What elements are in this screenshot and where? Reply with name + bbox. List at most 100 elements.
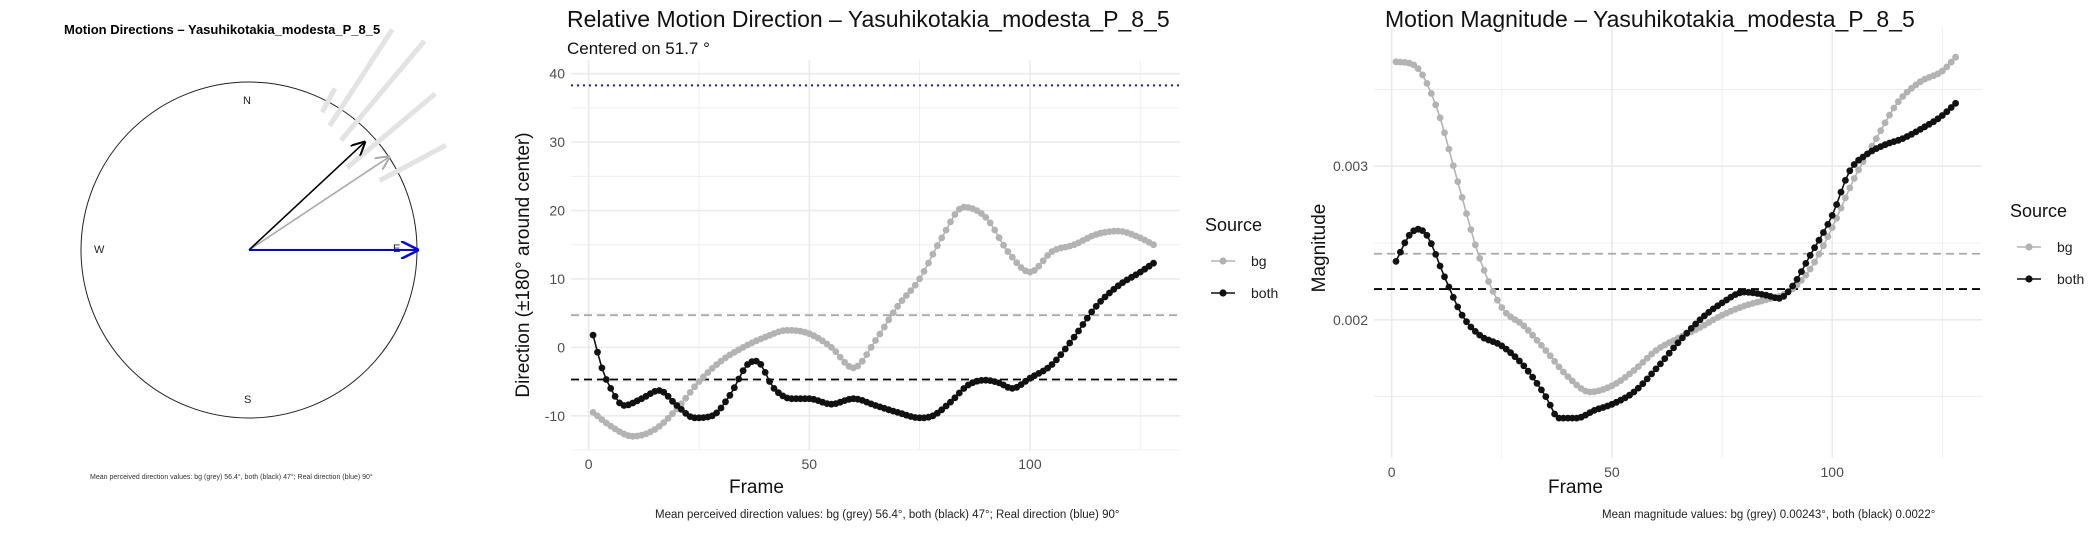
direction-series-bg-point (867, 343, 875, 351)
direction-series-bg-point (863, 351, 871, 358)
direction-chart-title: Relative Motion Direction – Yasuhikotaki… (567, 6, 1170, 32)
direction-x-tick-label: 100 (1018, 456, 1042, 472)
direction-x-axis-title: Frame (729, 477, 784, 498)
magnitude-series-bg-point (1806, 265, 1814, 273)
direction-series-both-point (757, 361, 765, 368)
magnitude-series-bg-point (1855, 166, 1862, 174)
magnitude-series-both-point (1938, 112, 1946, 119)
direction-series-bg-point (695, 378, 703, 385)
direction-series-bg-point (1035, 262, 1043, 270)
magnitude-series-both-point (1445, 283, 1453, 291)
magnitude-x-axis-title: Frame (1548, 477, 1603, 498)
magnitude-legend-title: Source (2010, 201, 2068, 221)
magnitude-series-bg-point (1890, 104, 1898, 112)
magnitude-chart: 0 50 100 0.002 0.003 (1333, 28, 2041, 480)
direction-series-both-point (938, 406, 946, 414)
direction-chart: 0 50 100 -10 0 10 20 30 40 (545, 60, 1235, 472)
magnitude-series-bg-point (1634, 363, 1642, 370)
magnitude-series-both-point (1454, 303, 1462, 311)
direction-series-both-point (722, 398, 729, 406)
magnitude-series-bg-point (1842, 194, 1849, 202)
magnitude-series-both-point (1850, 161, 1858, 168)
direction-series-bg-point (938, 234, 946, 242)
direction-series-both-point (607, 385, 615, 392)
direction-series-bg-point (951, 211, 959, 218)
direction-series-bg-point (933, 242, 941, 250)
direction-series-bg-point (885, 316, 893, 324)
magnitude-x-tick-label: 0 (1388, 464, 1396, 480)
magnitude-series-bg-point (1899, 93, 1907, 100)
magnitude-series-bg-point (1630, 367, 1638, 374)
direction-x-tick-label: 50 (802, 456, 818, 472)
direction-series-both-point (739, 367, 747, 375)
compass-panel: Motion Directions – Yasuhikotakia_modest… (0, 0, 500, 533)
compass-caption: Mean perceived direction values: bg (gre… (90, 474, 373, 481)
direction-series-bg-point (1044, 252, 1051, 259)
direction-chart-subtitle: Centered on 51.7 ° (567, 39, 710, 58)
magnitude-series-both-point (1533, 380, 1541, 387)
direction-legend-label-bg: bg (1251, 253, 1267, 269)
magnitude-series-bg-point (1467, 226, 1475, 234)
direction-series-bg-point (929, 250, 937, 258)
compass-label-s: S (244, 394, 252, 406)
direction-series-both-point (1061, 345, 1069, 353)
direction-y-tick-label: 40 (549, 66, 565, 82)
direction-series-bg-point (669, 410, 676, 418)
direction-series-both-point (717, 404, 725, 412)
direction-series-bg-point (925, 259, 932, 267)
direction-series-bg-point (841, 358, 848, 366)
magnitude-series-both-point (1427, 240, 1435, 248)
magnitude-series-bg-point (1894, 98, 1902, 106)
direction-series-bg-point (700, 373, 707, 381)
direction-y-tick-label: -10 (545, 408, 565, 424)
direction-series-both-point (1083, 314, 1091, 322)
magnitude-series-both-point (1405, 231, 1413, 239)
magnitude-series-both-point (1943, 108, 1951, 116)
magnitude-series-bg-point (1463, 210, 1470, 218)
magnitude-series-both-point (1789, 282, 1796, 290)
magnitude-series-bg-point (1846, 184, 1854, 192)
direction-series-bg-point (832, 348, 840, 356)
magnitude-series-bg-point (1480, 267, 1488, 274)
compass-label-e: E (393, 243, 401, 255)
magnitude-series-bg-point (1485, 278, 1492, 285)
direction-series-bg-point (708, 365, 716, 372)
magnitude-series-both-point (1520, 362, 1528, 370)
direction-series-both-point (673, 402, 681, 409)
magnitude-series-both-point (1811, 244, 1818, 252)
magnitude-series-both-point (1423, 231, 1431, 239)
direction-series-bg-point (664, 414, 672, 422)
direction-series-bg-point (704, 369, 712, 376)
magnitude-series-bg-point (1560, 368, 1567, 376)
direction-series-both-point (1048, 361, 1056, 368)
direction-series-bg-point (907, 287, 915, 294)
magnitude-series-both-point (1842, 176, 1849, 184)
direction-series-bg-point (991, 226, 999, 234)
magnitude-series-both-point (1657, 360, 1664, 368)
magnitude-series-bg-point (1943, 63, 1951, 71)
magnitude-series-both-point (1692, 320, 1699, 328)
direction-series-bg-point (1004, 248, 1012, 256)
direction-legend-label-both: both (1251, 285, 1279, 301)
magnitude-series-both-point (1828, 212, 1836, 219)
magnitude-series-bg-point (1872, 135, 1880, 143)
magnitude-series-both-point (1551, 410, 1558, 418)
magnitude-series-both-point (1538, 386, 1545, 394)
magnitude-series-both-point (1806, 251, 1814, 259)
magnitude-legend-key-both-point (2025, 275, 2033, 283)
magnitude-y-axis-title: Magnitude (1309, 203, 1330, 293)
direction-series-both-point (1092, 302, 1100, 310)
direction-series-bg-point (828, 344, 835, 351)
magnitude-series-bg-point (1903, 88, 1911, 96)
direction-series-both-point (589, 331, 597, 339)
direction-series-bg-point (986, 219, 994, 227)
magnitude-series-bg-point (1454, 178, 1462, 186)
magnitude-series-bg-point (1938, 67, 1946, 75)
magnitude-series-both-point (1802, 260, 1810, 267)
magnitude-series-both-point (1546, 401, 1554, 409)
magnitude-series-bg-point (1498, 304, 1506, 311)
direction-series-bg-point (898, 297, 906, 304)
magnitude-series-bg-point (1551, 357, 1558, 365)
magnitude-series-bg-point (1820, 242, 1827, 250)
direction-series-both-point (942, 402, 950, 410)
